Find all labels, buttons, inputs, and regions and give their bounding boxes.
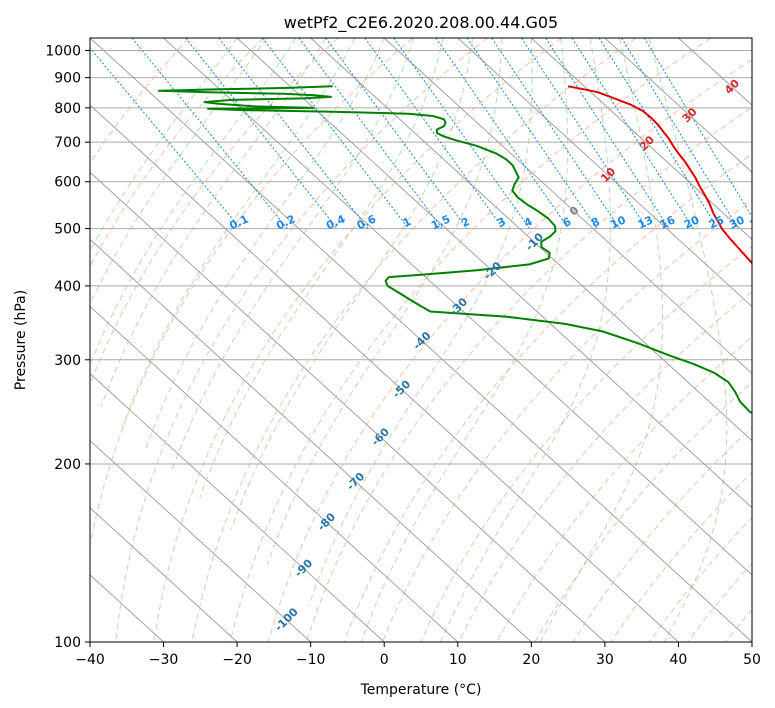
y-axis-label: Pressure (hPa) [13, 290, 29, 390]
x-axis-label: Temperature (°C) [360, 682, 482, 698]
isotherm-line [90, 372, 385, 642]
x-tick-label: 0 [380, 652, 389, 668]
dry-adiabat-line [267, 58, 752, 642]
background-lines [90, 38, 752, 642]
moist-adiabat-line [360, 38, 569, 642]
y-tick-label: 400 [54, 279, 81, 295]
mixing-ratio-label: 25 [707, 213, 726, 231]
mixing-ratio-label: 10 [608, 213, 628, 231]
moist-adiabat-line [440, 38, 611, 642]
mixing-ratio-line [545, 38, 670, 229]
mixing-ratio-line [598, 38, 719, 229]
mixing-ratio-label: 20 [682, 213, 702, 231]
y-tick-label: 100 [54, 635, 81, 651]
dry-adiabat-line [90, 38, 190, 165]
moist-adiabat-line [90, 38, 297, 367]
mixing-ratio-label: 30 [727, 213, 747, 231]
mixing-ratio-label: 36 [748, 213, 768, 231]
mixing-ratio-line [218, 38, 369, 229]
moist-adiabat-line [171, 38, 415, 471]
mixing-ratio-line [466, 38, 598, 229]
dry-adiabat-line [305, 106, 752, 642]
y-tick-label: 900 [54, 71, 81, 87]
isotherm-line [90, 238, 532, 642]
dry-adiabat-line [90, 38, 413, 548]
mixing-ratio-line [571, 38, 694, 229]
mixing-ratio-line [131, 38, 288, 229]
x-tick-label: 50 [743, 652, 761, 668]
series-layer [157, 85, 752, 415]
isotherm-line [383, 38, 752, 375]
x-tick-label: 30 [596, 652, 614, 668]
mixing-ratio-label: 16 [658, 213, 678, 231]
x-tick-label: −40 [75, 652, 105, 668]
moist-adiabat-line [90, 38, 267, 305]
x-tick-label: −20 [222, 652, 252, 668]
moist-adiabat-line [100, 38, 326, 407]
isotherm-line [531, 38, 752, 240]
moist-adiabat-line [199, 38, 444, 499]
x-axis: −40 −30 −20 −10 0 10 20 30 40 50 [75, 642, 761, 668]
moist-adiabat-line [121, 38, 356, 429]
mixing-ratio-line [90, 47, 241, 229]
moist-adiabat-line [648, 38, 728, 642]
isotherm-line [163, 38, 752, 576]
isotherm-line [90, 440, 311, 642]
moist-adiabat-line [90, 38, 238, 252]
plot-frame [89, 37, 753, 643]
isotherm-line [90, 38, 752, 642]
isotherm-line [604, 38, 752, 173]
isotherm-line [310, 38, 752, 442]
mixing-ratio-line [435, 38, 569, 229]
mixing-ratio-line [262, 38, 409, 229]
temperature-line [567, 85, 752, 265]
y-tick-label: 200 [54, 457, 81, 473]
y-tick-label: 600 [54, 175, 81, 191]
mixing-ratio-label: 13 [636, 213, 655, 231]
x-tick-label: −30 [149, 652, 179, 668]
y-tick-label: 1000 [45, 44, 81, 60]
x-tick-label: 20 [522, 652, 540, 668]
isotherm-line [236, 38, 752, 509]
y-axis: 100 200 300 400 500 600 700 800 900 1000 [45, 44, 90, 651]
moist-adiabat-line [144, 38, 385, 452]
mixing-ratio-line [393, 38, 531, 229]
x-tick-label: 40 [670, 652, 688, 668]
mixing-ratio-line [325, 38, 468, 229]
x-tick-label: 10 [449, 652, 467, 668]
x-tick-label: −10 [296, 652, 326, 668]
y-tick-label: 800 [54, 101, 81, 117]
dry-adiabat-line [115, 38, 488, 642]
moist-adiabat-line [539, 38, 663, 642]
dry-adiabat-line [343, 153, 752, 642]
isotherm-line [90, 305, 459, 642]
mixing-ratio-line [621, 38, 739, 229]
dry-adiabat-line [229, 38, 712, 642]
isotherm-line [90, 104, 679, 642]
y-tick-label: 700 [54, 135, 81, 151]
y-tick-label: 500 [54, 222, 81, 238]
dry-adiabat-line [90, 38, 264, 268]
moist-adiabat-line [266, 38, 503, 566]
isotherm-line [90, 507, 238, 642]
moist-adiabat-line [308, 38, 533, 607]
isotherm-line [90, 171, 606, 642]
mixing-ratio-line [643, 38, 752, 218]
isotherm-line [457, 38, 752, 308]
y-tick-label: 300 [54, 353, 81, 369]
dry-adiabat-line [191, 38, 637, 642]
dewpoint-line [157, 85, 752, 415]
chart-title: wetPf2_C2E6.2020.208.00.44.G05 [284, 13, 558, 33]
mixing-ratio-line [185, 38, 338, 229]
dry-adiabat-line [153, 38, 562, 642]
mixing-ratio-line [364, 38, 504, 229]
